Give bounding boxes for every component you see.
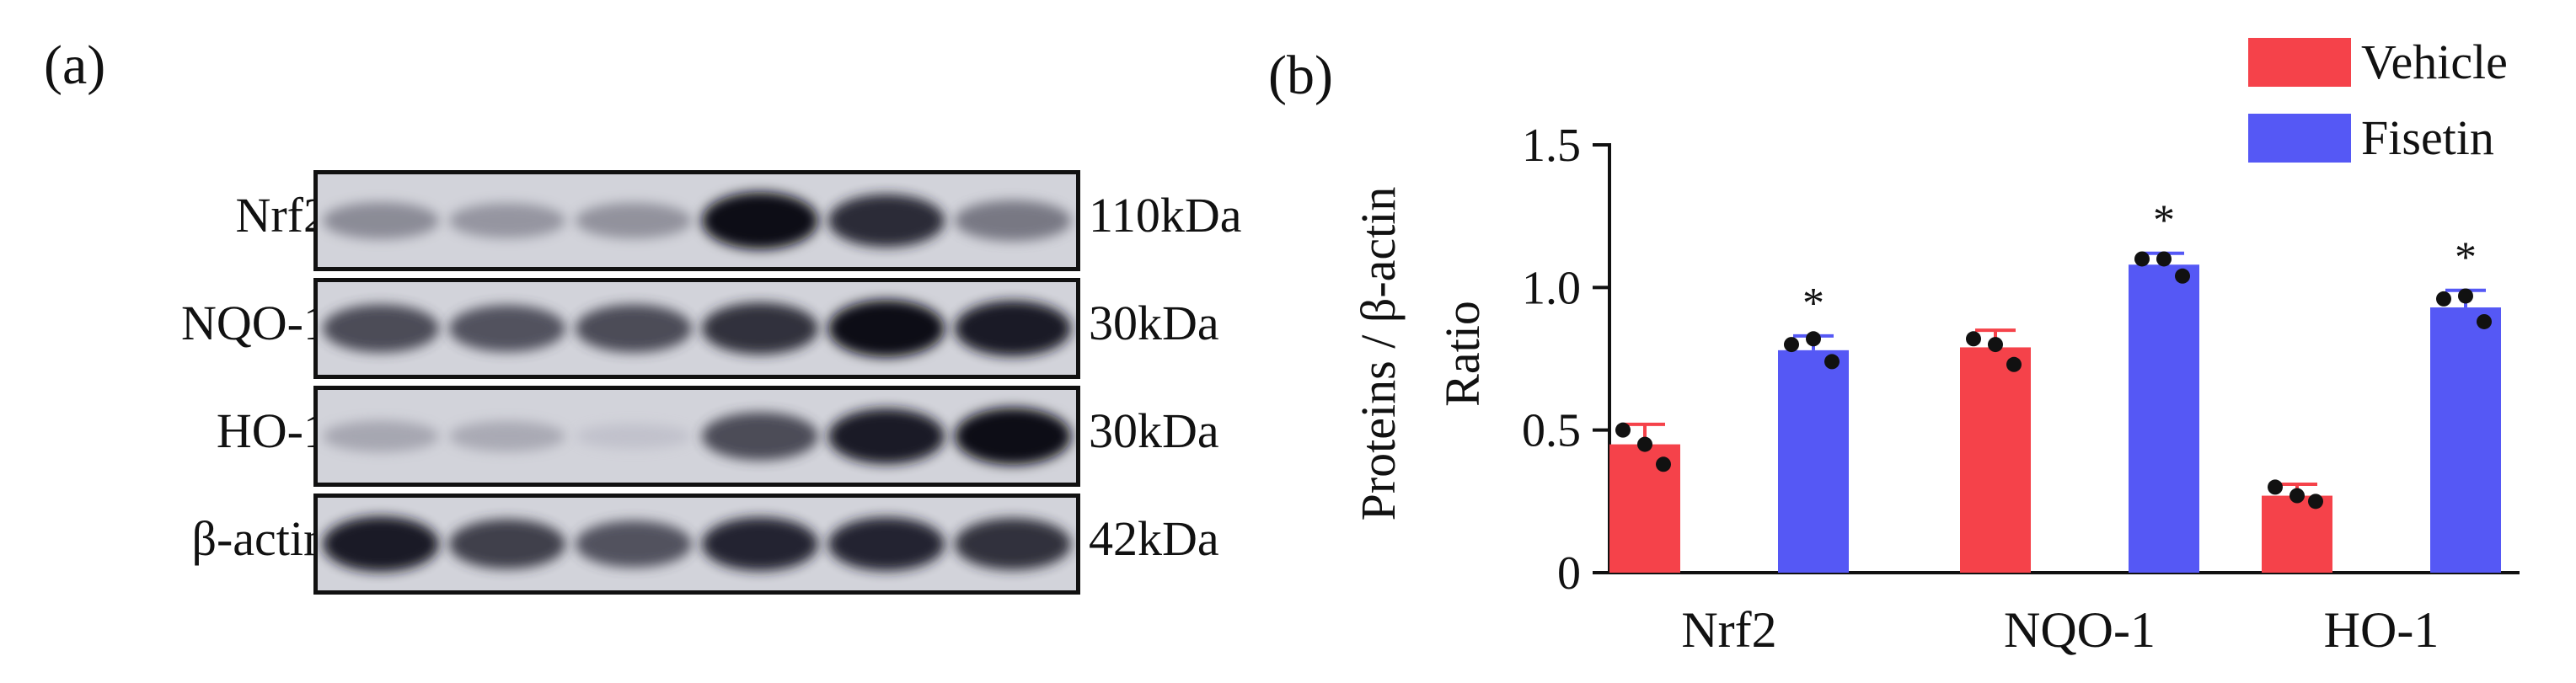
blot-background — [318, 174, 1076, 267]
protein-label-nrf2: Nrf2 — [235, 188, 328, 243]
blot-band — [323, 202, 439, 239]
significance-marker: * — [1802, 280, 1824, 328]
data-point — [1806, 331, 1821, 347]
blot-band — [702, 412, 818, 461]
data-point — [1988, 337, 2003, 353]
bar-vehicle-ho-1 — [2262, 495, 2332, 573]
blot-band — [449, 203, 565, 238]
x-tick-label: Nrf2 — [1681, 602, 1776, 658]
blot-nqo1 — [313, 278, 1080, 379]
blot-band — [576, 202, 692, 239]
data-point — [1656, 456, 1671, 472]
bar-vehicle-nqo-1 — [1960, 347, 2031, 573]
panel-b-label: (b) — [1268, 45, 1333, 106]
legend-swatch-vehicle — [2248, 37, 2351, 87]
panel-a-label: (a) — [44, 35, 106, 96]
legend-item-fisetin: Fisetin — [2248, 109, 2494, 166]
blot-band — [449, 420, 565, 452]
blot-band — [702, 302, 818, 355]
blot-band — [828, 300, 945, 357]
legend-item-vehicle: Vehicle — [2248, 34, 2508, 90]
data-point — [2156, 251, 2172, 267]
blot-band — [323, 516, 439, 572]
bar-fisetin-ho-1 — [2430, 307, 2501, 573]
significance-marker: * — [2153, 197, 2175, 245]
data-point — [1824, 354, 1840, 370]
kda-label-beta-actin: 42kDa — [1089, 511, 1219, 566]
y-axis-label: Proteins / β-actin — [1351, 187, 1406, 521]
blot-beta-actin — [313, 494, 1080, 595]
blot-band — [323, 304, 439, 353]
blot-band — [955, 408, 1071, 465]
protein-label-beta-actin: β-actin — [191, 511, 328, 566]
blot-ho1 — [313, 386, 1080, 487]
bar-fisetin-nrf2 — [1778, 350, 1849, 573]
blot-band — [449, 305, 565, 352]
data-point — [2175, 268, 2190, 284]
blot-band — [702, 517, 818, 571]
x-tick-label: HO-1 — [2324, 602, 2439, 658]
blot-background — [318, 390, 1076, 483]
data-point — [2134, 251, 2150, 267]
kda-label-nrf2: 110kDa — [1089, 188, 1242, 243]
legend-swatch-fisetin — [2248, 113, 2351, 163]
blot-nrf2 — [313, 170, 1080, 271]
x-tick-label: NQO-1 — [2004, 602, 2156, 658]
data-point — [1784, 337, 1799, 353]
blot-band — [955, 518, 1071, 570]
blot-band — [576, 520, 692, 568]
blot-band — [576, 424, 692, 449]
blot-band — [955, 200, 1071, 242]
data-point — [1615, 422, 1631, 438]
kda-label-nqo1: 30kDa — [1089, 296, 1219, 350]
data-point — [1637, 436, 1652, 452]
blot-band — [323, 420, 439, 452]
data-point — [2289, 488, 2305, 504]
data-point — [2308, 494, 2323, 510]
blot-band — [828, 408, 945, 464]
y-tick-label: 0 — [1557, 547, 1581, 600]
blot-band — [828, 194, 945, 248]
y-tick-label: 1.0 — [1522, 262, 1581, 314]
data-point — [2268, 479, 2283, 495]
blot-band — [955, 301, 1071, 356]
significance-marker: * — [2455, 234, 2477, 282]
blot-band — [702, 192, 818, 249]
data-point — [2458, 288, 2473, 304]
legend-label-vehicle: Vehicle — [2361, 35, 2508, 89]
bar-fisetin-nqo-1 — [2129, 264, 2199, 573]
y-tick-label: 0.5 — [1522, 405, 1581, 457]
blot-band — [449, 519, 565, 569]
y-tick-label: 1.5 — [1522, 120, 1581, 172]
kda-label-ho1: 30kDa — [1089, 403, 1219, 458]
legend-label-fisetin: Fisetin — [2361, 110, 2494, 165]
protein-label-ho1: HO-1 — [216, 403, 328, 458]
blot-band — [828, 517, 945, 571]
blot-background — [318, 282, 1076, 375]
data-point — [2477, 313, 2492, 329]
data-point — [2006, 356, 2022, 372]
blot-background — [318, 498, 1076, 590]
data-point — [2436, 291, 2451, 307]
blot-band — [576, 304, 692, 353]
y-axis-label-line2: Ratio — [1435, 301, 1490, 407]
data-point — [1966, 331, 1981, 347]
protein-label-nqo1: NQO-1 — [181, 296, 328, 350]
